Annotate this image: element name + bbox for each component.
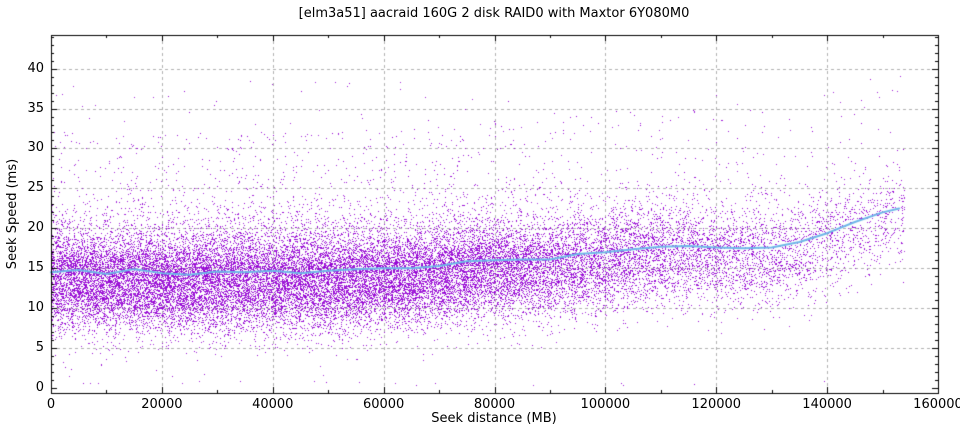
y-tick-label: 35 [27,100,44,116]
y-tick-label: 5 [35,340,44,356]
y-tick-label: 10 [27,300,44,316]
x-tick-label: 60000 [362,397,405,412]
y-tick-label: 25 [27,180,44,196]
x-tick-label: 80000 [473,397,516,412]
x-tick-label: 20000 [141,397,183,412]
y-tick-label: 20 [27,220,44,236]
y-tick-label: 15 [27,260,44,276]
x-axis-title: Seek distance (MB) [431,411,557,426]
x-tick-label: 140000 [802,397,852,412]
x-tick-label: 120000 [691,397,742,412]
x-tick-label: 160000 [913,397,960,412]
y-tick-label: 40 [27,60,44,76]
x-tick-label: 40000 [252,397,294,412]
y-tick-label: 0 [35,380,44,396]
x-tick-label: 100000 [580,397,631,412]
x-tick-label: 0 [46,397,56,412]
chart-title: [elm3a51] aacraid 160G 2 disk RAID0 with… [298,6,690,21]
y-tick-label: 30 [27,140,44,156]
